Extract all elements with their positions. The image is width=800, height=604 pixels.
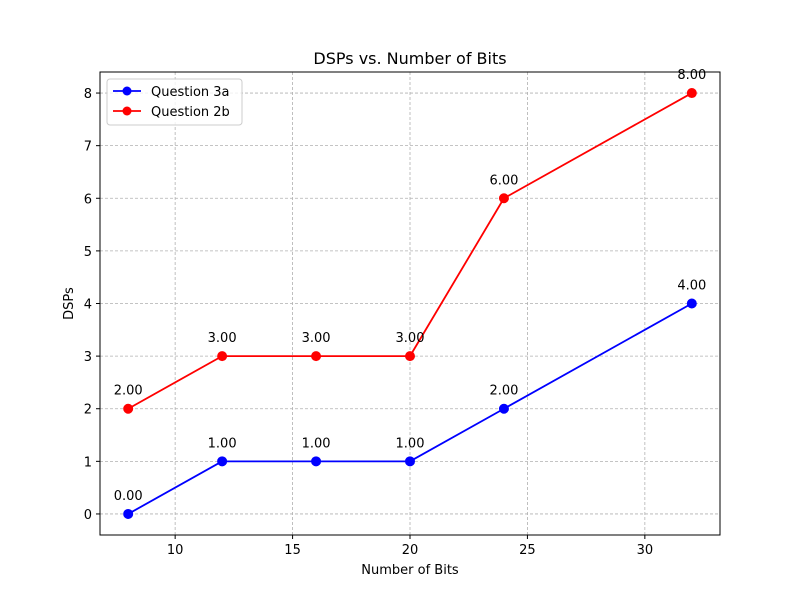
x-tick-label: 10 — [167, 543, 184, 558]
legend-entry: Question 3a — [113, 85, 230, 100]
y-tick-label: 3 — [84, 350, 92, 365]
legend-label: Question 2b — [151, 105, 230, 120]
data-point — [498, 403, 509, 414]
axis-ticks: 10 15 20 25 30 0 1 2 3 4 5 6 7 8 — [84, 87, 653, 558]
data-label: 3.00 — [302, 331, 331, 346]
data-point — [405, 456, 415, 467]
x-tick-label: 20 — [402, 543, 419, 558]
legend-marker — [122, 86, 132, 96]
data-label: 3.00 — [208, 331, 237, 346]
data-point — [217, 351, 228, 362]
y-tick-label: 6 — [84, 192, 92, 207]
y-tick-label: 4 — [84, 298, 92, 313]
legend-label: Question 3a — [151, 85, 230, 100]
data-label: 6.00 — [489, 173, 518, 188]
data-label: 4.00 — [677, 279, 706, 294]
legend-entry: Question 2b — [113, 105, 230, 120]
data-label: 2.00 — [114, 384, 143, 399]
data-point — [311, 351, 322, 362]
data-point — [686, 298, 697, 309]
x-axis-label: Number of Bits — [361, 563, 459, 578]
series-line-question-3a — [127, 302, 693, 515]
legend: Question 3a Question 2b — [106, 78, 243, 126]
y-tick-label: 0 — [84, 508, 92, 523]
y-tick-label: 7 — [84, 140, 92, 155]
data-label: 2.00 — [489, 384, 518, 399]
data-point — [405, 351, 415, 362]
data-point — [686, 88, 697, 99]
data-point — [123, 403, 134, 414]
series-question-2b — [123, 88, 697, 414]
data-label: 8.00 — [677, 68, 706, 83]
x-tick-label: 25 — [519, 543, 536, 558]
y-tick-label: 8 — [84, 87, 92, 102]
series-line-question-2b — [127, 92, 693, 410]
data-point — [498, 193, 509, 204]
y-tick-label: 2 — [84, 403, 92, 418]
legend-marker — [122, 106, 132, 116]
series-group — [123, 88, 697, 519]
data-point — [311, 456, 322, 467]
y-axis-label: DSPs — [62, 287, 77, 320]
chart-title: DSPs vs. Number of Bits — [313, 49, 506, 68]
data-label: 1.00 — [208, 436, 237, 451]
grid — [100, 72, 720, 535]
x-tick-label: 15 — [284, 543, 301, 558]
data-label: 1.00 — [302, 436, 331, 451]
data-point — [217, 456, 228, 467]
data-label: 1.00 — [396, 436, 425, 451]
data-label: 0.00 — [114, 489, 143, 504]
x-tick-label: 30 — [637, 543, 654, 558]
data-label: 3.00 — [396, 331, 425, 346]
y-tick-label: 5 — [84, 245, 92, 260]
series-question-3a — [123, 298, 697, 519]
data-point — [123, 508, 134, 519]
y-tick-label: 1 — [84, 455, 92, 470]
